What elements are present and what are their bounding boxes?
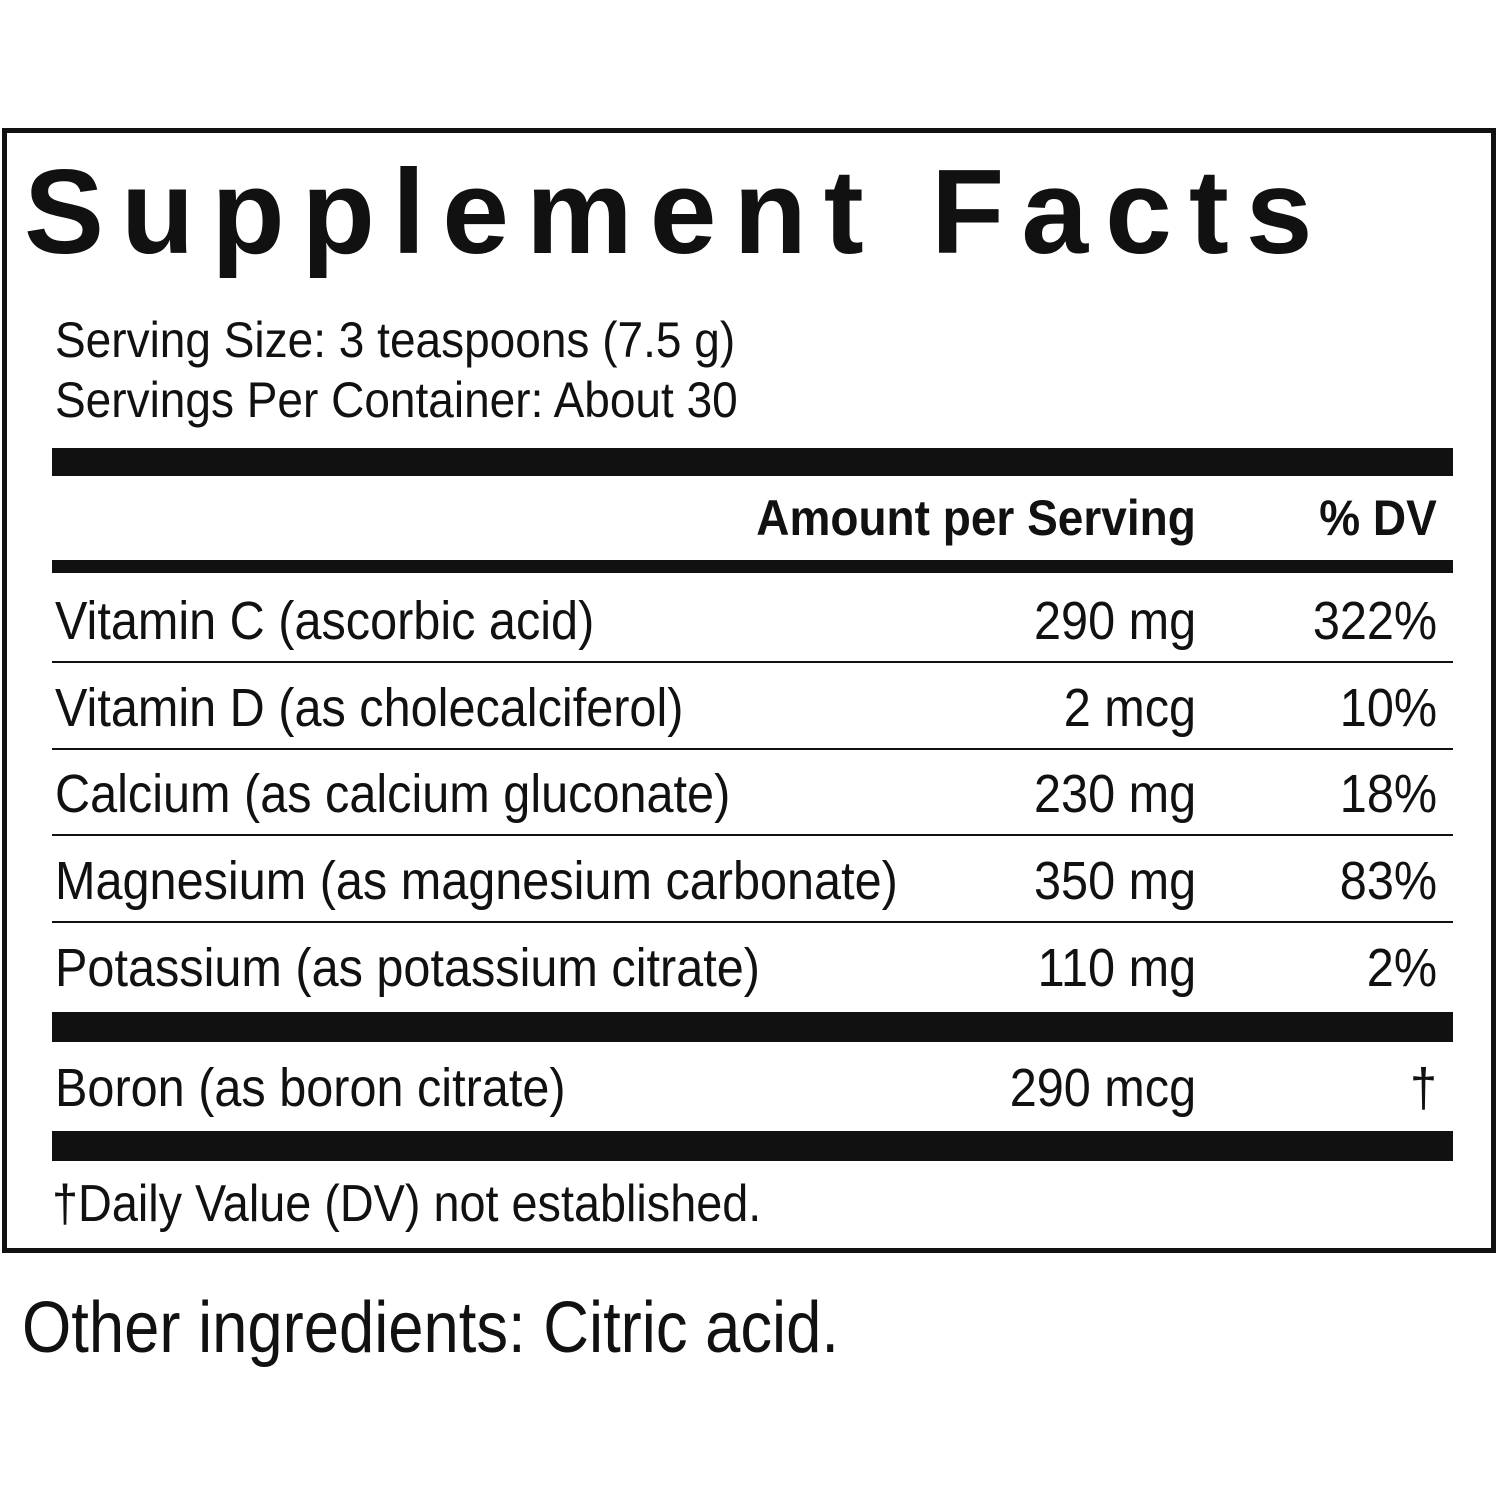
nutrient-dv: 18% — [1339, 764, 1437, 824]
nutrient-amount: 290 mcg — [1009, 1058, 1196, 1118]
nutrient-dv: 83% — [1339, 851, 1437, 911]
nutrient-row: Vitamin C (ascorbic acid) 290 mg 322% — [52, 575, 1453, 663]
nutrient-row: Magnesium (as magnesium carbonate) 350 m… — [52, 835, 1453, 923]
serving-size: Serving Size: 3 teaspoons (7.5 g) — [55, 312, 736, 368]
medium-divider — [52, 560, 1453, 573]
servings-per-container: Servings Per Container: About 30 — [55, 372, 738, 428]
nutrient-amount: 2 mcg — [1063, 678, 1196, 738]
nutrient-dv: 10% — [1339, 678, 1437, 738]
nutrient-row: Vitamin D (as cholecalciferol) 2 mcg 10% — [52, 662, 1453, 750]
nutrient-row: Calcium (as calcium gluconate) 230 mg 18… — [52, 748, 1453, 836]
other-ingredients: Other ingredients: Citric acid. — [22, 1288, 839, 1368]
nutrient-amount: 290 mg — [1033, 591, 1196, 651]
nutrient-name: Calcium (as calcium gluconate) — [55, 764, 731, 824]
nutrient-dv: † — [1409, 1058, 1437, 1118]
nutrient-name: Vitamin D (as cholecalciferol) — [55, 678, 684, 738]
nutrient-amount: 230 mg — [1033, 764, 1196, 824]
footnote: †Daily Value (DV) not established. — [52, 1175, 762, 1233]
panel-title: Supplement Facts — [24, 145, 1330, 279]
nutrient-name: Boron (as boron citrate) — [55, 1058, 566, 1118]
nutrient-amount: 350 mg — [1033, 851, 1196, 911]
thick-divider — [52, 1012, 1453, 1042]
supplement-facts-panel — [2, 128, 1496, 1253]
nutrient-row: Boron (as boron citrate) 290 mcg † — [52, 1042, 1453, 1128]
thick-divider — [52, 1131, 1453, 1161]
nutrient-name: Vitamin C (ascorbic acid) — [55, 591, 595, 651]
nutrient-row: Potassium (as potassium citrate) 110 mg … — [52, 922, 1453, 1008]
nutrient-amount: 110 mg — [1037, 938, 1196, 998]
nutrient-name: Magnesium (as magnesium carbonate) — [55, 851, 898, 911]
thick-divider — [52, 448, 1453, 476]
amount-header: Amount per Serving — [756, 490, 1196, 546]
nutrient-name: Potassium (as potassium citrate) — [55, 938, 760, 998]
dv-header: % DV — [1319, 490, 1437, 546]
nutrient-dv: 322% — [1312, 591, 1437, 651]
nutrient-dv: 2% — [1366, 938, 1437, 998]
